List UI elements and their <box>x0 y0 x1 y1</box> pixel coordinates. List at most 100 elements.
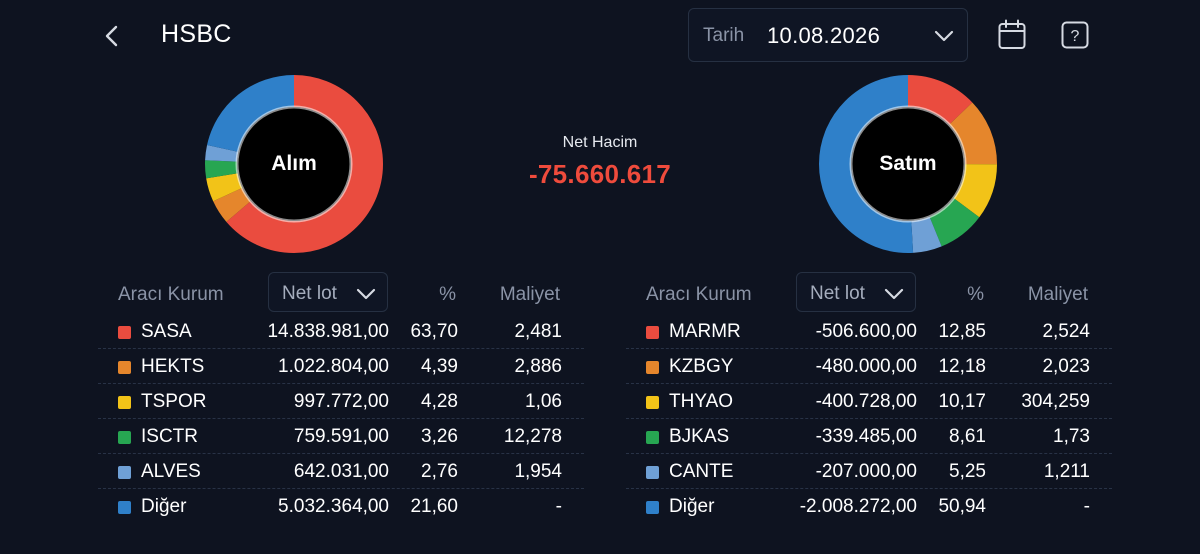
row-divider <box>626 418 1112 419</box>
row-divider <box>98 488 584 489</box>
symbol-cell: ISCTR <box>141 426 198 447</box>
row-divider <box>626 348 1112 349</box>
sell-donut-svg <box>819 75 997 253</box>
donut-slice <box>819 75 997 253</box>
column-header-cost: Maliyet <box>1027 284 1088 305</box>
cost-cell: 12,278 <box>503 426 562 447</box>
percent-cell: 12,18 <box>938 356 986 377</box>
symbol-cell: TSPOR <box>141 391 207 412</box>
table-row[interactable]: Diğer 5.032.364,00 21,60 - <box>98 489 584 524</box>
legend-swatch <box>118 501 131 514</box>
table-row[interactable]: TSPOR 997.772,00 4,28 1,06 <box>98 384 584 419</box>
chevron-down-icon <box>356 288 376 300</box>
calendar-button[interactable] <box>997 19 1027 51</box>
legend-swatch <box>118 326 131 339</box>
net-lot-cell: -2.008.272,00 <box>799 496 917 517</box>
percent-cell: 4,39 <box>421 356 458 377</box>
symbol-cell: CANTE <box>669 461 734 482</box>
legend-swatch <box>646 361 659 374</box>
legend-swatch <box>646 326 659 339</box>
symbol-cell: Diğer <box>141 496 187 517</box>
column-header-broker: Aracı Kurum <box>118 284 224 305</box>
sort-select-label: Net lot <box>810 283 865 304</box>
cost-cell: 2,886 <box>514 356 562 377</box>
legend-swatch <box>118 396 131 409</box>
net-lot-cell: 759.591,00 <box>293 426 389 447</box>
donut-center <box>235 105 353 223</box>
cost-cell: 304,259 <box>1021 391 1090 412</box>
buy-donut-chart: Alım <box>204 74 384 254</box>
symbol-cell: HEKTS <box>141 356 205 377</box>
page-title: HSBC <box>161 20 232 48</box>
table-row[interactable]: THYAO -400.728,00 10,17 304,259 <box>626 384 1112 419</box>
legend-swatch <box>646 431 659 444</box>
table-row[interactable]: MARMR -506.600,00 12,85 2,524 <box>626 314 1112 349</box>
percent-cell: 10,17 <box>938 391 986 412</box>
table-row[interactable]: HEKTS 1.022.804,00 4,39 2,886 <box>98 349 584 384</box>
table-row[interactable]: BJKAS -339.485,00 8,61 1,73 <box>626 419 1112 454</box>
percent-cell: 63,70 <box>410 321 458 342</box>
donut-slice <box>205 75 383 253</box>
net-volume-value: -75.660.617 <box>528 159 672 189</box>
row-divider <box>626 383 1112 384</box>
symbol-cell: BJKAS <box>669 426 730 447</box>
net-lot-cell: -400.728,00 <box>815 391 917 412</box>
symbol-cell: MARMR <box>669 321 741 342</box>
column-header-cost: Maliyet <box>499 284 560 305</box>
cost-cell: 2,023 <box>1042 356 1090 377</box>
row-divider <box>98 418 584 419</box>
buy-donut-svg <box>205 75 383 253</box>
sort-select-label: Net lot <box>282 283 337 304</box>
symbol-cell: ALVES <box>141 461 201 482</box>
donut-slice <box>205 75 383 253</box>
table-row[interactable]: KZBGY -480.000,00 12,18 2,023 <box>626 349 1112 384</box>
calendar-icon <box>998 19 1026 49</box>
symbol-cell: SASA <box>141 321 192 342</box>
help-button[interactable]: ? <box>1061 21 1089 49</box>
help-icon: ? <box>1061 21 1089 49</box>
table-row[interactable]: SASA 14.838.981,00 63,70 2,481 <box>98 314 584 349</box>
chevron-left-icon <box>105 25 118 47</box>
chevron-down-icon <box>934 30 954 42</box>
cost-cell: 1,211 <box>1043 461 1090 482</box>
symbol-cell: Diğer <box>669 496 715 517</box>
percent-cell: 2,76 <box>421 461 458 482</box>
table-row[interactable]: ALVES 642.031,00 2,76 1,954 <box>98 454 584 489</box>
percent-cell: 12,85 <box>938 321 986 342</box>
buy-sort-select[interactable]: Net lot <box>268 272 388 312</box>
table-row[interactable]: CANTE -207.000,00 5,25 1,211 <box>626 454 1112 489</box>
net-lot-cell: -339.485,00 <box>815 426 917 447</box>
table-row[interactable]: ISCTR 759.591,00 3,26 12,278 <box>98 419 584 454</box>
buy-donut-label: Alım <box>271 152 317 175</box>
sell-sort-select[interactable]: Net lot <box>796 272 916 312</box>
date-select[interactable]: Tarih 10.08.2026 <box>688 8 968 62</box>
net-lot-cell: -506.600,00 <box>815 321 917 342</box>
date-value: 10.08.2026 <box>767 23 881 48</box>
net-lot-cell: -480.000,00 <box>815 356 917 377</box>
cost-cell: 2,524 <box>1042 321 1090 342</box>
net-lot-cell: 642.031,00 <box>293 461 389 482</box>
buy-table: Aracı Kurum Net lot % Maliyet SASA 14.838… <box>98 270 584 530</box>
sell-donut-chart: Satım <box>818 74 998 254</box>
percent-cell: 5,25 <box>949 461 986 482</box>
legend-swatch <box>646 501 659 514</box>
legend-swatch <box>646 466 659 479</box>
row-divider <box>98 348 584 349</box>
legend-swatch <box>118 466 131 479</box>
row-divider <box>98 453 584 454</box>
table-row[interactable]: Diğer -2.008.272,00 50,94 - <box>626 489 1112 524</box>
column-header-broker: Aracı Kurum <box>646 284 752 305</box>
date-label: Tarih <box>703 25 745 46</box>
chevron-down-icon <box>884 288 904 300</box>
row-divider <box>626 488 1112 489</box>
net-lot-cell: 1.022.804,00 <box>278 356 389 377</box>
donut-slice <box>819 75 997 253</box>
back-button[interactable] <box>100 22 126 50</box>
percent-cell: 4,28 <box>421 391 458 412</box>
legend-swatch <box>118 361 131 374</box>
row-divider <box>626 453 1112 454</box>
net-lot-cell: 997.772,00 <box>293 391 389 412</box>
legend-swatch <box>118 431 131 444</box>
cost-cell: - <box>555 496 562 517</box>
svg-text:?: ? <box>1071 28 1080 45</box>
